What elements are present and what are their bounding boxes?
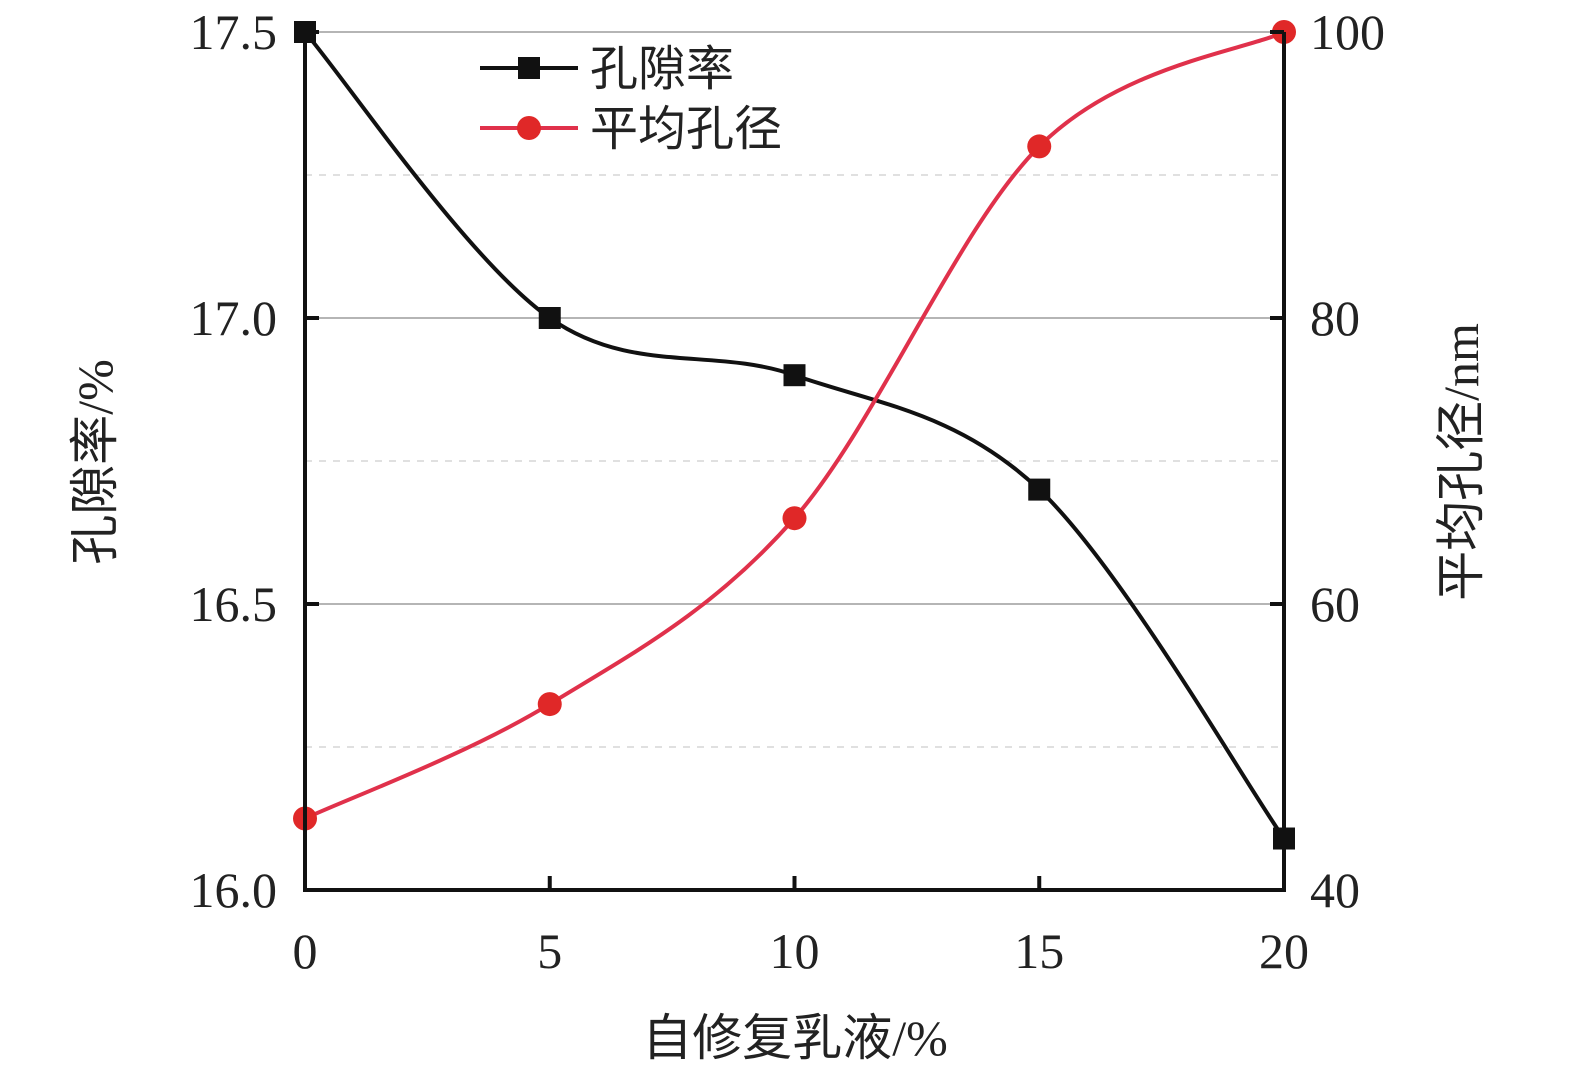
y-left-tick-label: 16.5 <box>190 576 278 632</box>
y-right-tick-label: 40 <box>1310 862 1360 918</box>
x-tick-label: 20 <box>1259 923 1309 979</box>
legend-marker-pore-size <box>517 116 541 140</box>
x-tick-label: 15 <box>1014 923 1064 979</box>
x-tick-label: 0 <box>293 923 318 979</box>
y-axis-right-title: 平均孔径/nm <box>1433 323 1489 601</box>
y-right-tick-label: 100 <box>1310 4 1385 60</box>
y-axis-left-title: 孔隙率/% <box>67 359 123 565</box>
legend-label-porosity: 孔隙率 <box>590 43 734 96</box>
series-1-point <box>782 506 807 531</box>
curve-layer <box>303 30 1286 840</box>
grid-layer <box>305 31 1284 748</box>
y-right-tick-label: 80 <box>1310 290 1360 346</box>
series-0-point <box>783 364 806 387</box>
x-tick-label: 5 <box>537 923 562 979</box>
y-right-tick-label: 60 <box>1310 576 1360 632</box>
legend: 孔隙率 平均孔径 <box>480 43 782 156</box>
series-1-point <box>1027 134 1052 159</box>
tick-label-layer: 0 5 10 15 20 16.0 16.5 17.0 17.5 40 60 80 100 <box>190 4 1386 979</box>
axis-layer <box>303 30 1286 892</box>
series-line-0 <box>303 30 1286 840</box>
y-left-tick-label: 17.0 <box>190 290 278 346</box>
marker-layer <box>293 20 1296 850</box>
legend-label-pore-size: 平均孔径 <box>590 103 782 156</box>
series-0-point <box>1028 478 1051 501</box>
series-0-point <box>538 307 561 329</box>
series-1-point <box>537 692 562 717</box>
x-tick-label: 10 <box>770 923 820 979</box>
x-axis-title: 自修复乳液/% <box>642 1010 948 1066</box>
y-left-tick-label: 16.0 <box>190 862 278 918</box>
legend-marker-porosity <box>518 57 540 79</box>
y-left-tick-label: 17.5 <box>190 4 278 60</box>
series-line-1 <box>304 30 1285 821</box>
